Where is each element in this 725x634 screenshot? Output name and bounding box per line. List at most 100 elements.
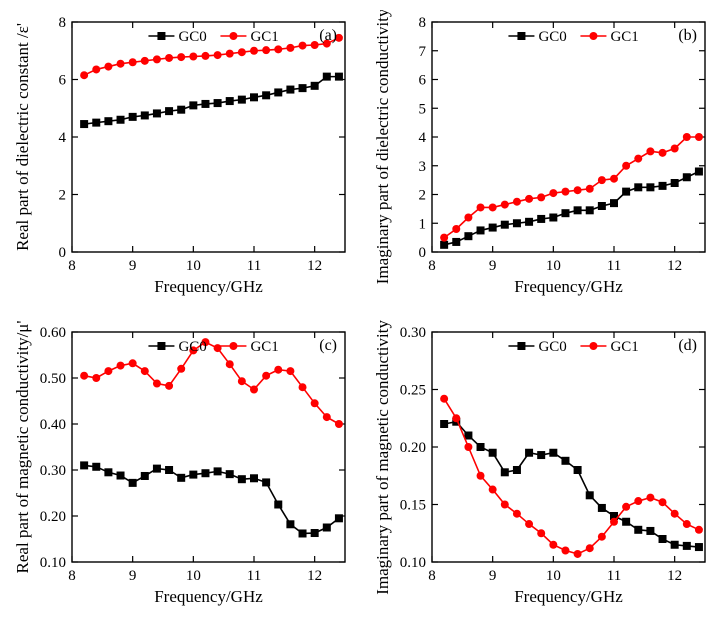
marker-GC1	[477, 203, 485, 211]
marker-GC1	[671, 145, 679, 153]
marker-GC0	[92, 119, 100, 127]
marker-GC1	[335, 420, 343, 428]
x-axis-label: Frequency/GHz	[154, 277, 263, 296]
marker-GC0	[683, 542, 691, 550]
marker-GC1	[129, 359, 137, 367]
marker-GC1	[646, 494, 654, 502]
marker-GC1	[683, 520, 691, 528]
svg-text:9: 9	[129, 568, 137, 584]
y-axis-label: Imaginary part of dielectric conductivit…	[373, 10, 392, 284]
marker-GC0	[440, 420, 448, 428]
x-axis-label: Frequency/GHz	[154, 587, 263, 606]
svg-text:9: 9	[129, 258, 137, 274]
marker-GC0	[226, 97, 234, 105]
marker-GC0	[201, 100, 209, 108]
marker-GC1	[226, 50, 234, 58]
marker-GC1	[153, 55, 161, 63]
svg-text:9: 9	[489, 258, 497, 274]
marker-GC0	[299, 84, 307, 92]
svg-text:10: 10	[546, 568, 561, 584]
marker-GC0	[335, 73, 343, 81]
marker-GC0	[574, 206, 582, 214]
marker-GC1	[695, 526, 703, 534]
y-axis-label: Real part of dielectric constant /ε'	[13, 23, 32, 251]
marker-GC1	[452, 225, 460, 233]
svg-text:3: 3	[419, 159, 427, 175]
svg-text:6: 6	[419, 73, 427, 89]
marker-GC0	[598, 202, 606, 210]
svg-text:12: 12	[667, 258, 682, 274]
marker-GC1	[238, 377, 246, 385]
marker-GC0	[311, 82, 319, 90]
marker-GC0	[634, 183, 642, 191]
marker-GC1	[117, 60, 125, 68]
svg-text:6: 6	[59, 73, 67, 89]
marker-GC1	[250, 386, 258, 394]
marker-GC1	[561, 188, 569, 196]
marker-GC0	[323, 524, 331, 532]
marker-GC0	[165, 466, 173, 474]
svg-text:10: 10	[546, 258, 561, 274]
marker-GC1	[586, 544, 594, 552]
marker-GC0	[634, 526, 642, 534]
marker-GC1	[598, 533, 606, 541]
svg-text:0.20: 0.20	[400, 440, 426, 456]
legend: GC0GC1	[508, 29, 638, 45]
marker-GC1	[286, 367, 294, 375]
svg-text:0.10: 0.10	[400, 555, 426, 571]
y-axis-label: Real part of magnetic conductivity/μ'	[13, 321, 32, 574]
marker-GC0	[80, 461, 88, 469]
svg-text:0.60: 0.60	[40, 325, 66, 341]
panel-tag: (b)	[678, 27, 697, 44]
marker-GC0	[464, 432, 472, 440]
marker-GC1	[513, 198, 521, 206]
marker-GC0	[574, 466, 582, 474]
marker-GC0	[286, 520, 294, 528]
marker-GC0	[189, 471, 197, 479]
marker-GC1	[165, 54, 173, 62]
marker-GC1	[598, 176, 606, 184]
svg-text:4: 4	[59, 130, 67, 146]
panel-tag: (c)	[319, 337, 337, 354]
marker-GC0	[537, 451, 545, 459]
marker-GC0	[214, 99, 222, 107]
marker-GC1	[683, 133, 691, 141]
marker-GC0	[501, 468, 509, 476]
marker-GC0	[299, 529, 307, 537]
marker-GC0	[104, 468, 112, 476]
marker-GC0	[238, 96, 246, 104]
marker-GC0	[598, 504, 606, 512]
marker-GC0	[201, 469, 209, 477]
marker-GC1	[177, 365, 185, 373]
marker-GC1	[586, 185, 594, 193]
marker-GC1	[104, 63, 112, 71]
marker-GC0	[153, 109, 161, 117]
marker-GC0	[671, 541, 679, 549]
marker-GC0	[659, 182, 667, 190]
marker-GC1	[274, 45, 282, 53]
marker-GC0	[141, 111, 149, 119]
marker-GC0	[226, 470, 234, 478]
marker-GC1	[513, 510, 521, 518]
marker-GC1	[525, 195, 533, 203]
marker-GC0	[477, 443, 485, 451]
svg-text:11: 11	[607, 568, 621, 584]
marker-GC0	[311, 529, 319, 537]
marker-GC0	[335, 514, 343, 522]
chart-b: 89101112012345678Frequency/GHzImaginary …	[370, 10, 715, 300]
marker-GC0	[238, 475, 246, 483]
marker-GC0	[250, 474, 258, 482]
chart-d: 891011120.100.150.200.250.30Frequency/GH…	[370, 320, 715, 610]
marker-GC0	[586, 491, 594, 499]
marker-GC1	[274, 366, 282, 374]
legend-label-GC0: GC0	[538, 29, 566, 45]
marker-GC1	[311, 41, 319, 49]
marker-GC0	[141, 472, 149, 480]
svg-text:7: 7	[419, 44, 427, 60]
svg-text:12: 12	[667, 568, 682, 584]
panel-tag: (d)	[678, 337, 697, 354]
marker-GC1	[671, 510, 679, 518]
marker-GC1	[549, 541, 557, 549]
marker-GC1	[561, 547, 569, 555]
marker-GC0	[561, 209, 569, 217]
